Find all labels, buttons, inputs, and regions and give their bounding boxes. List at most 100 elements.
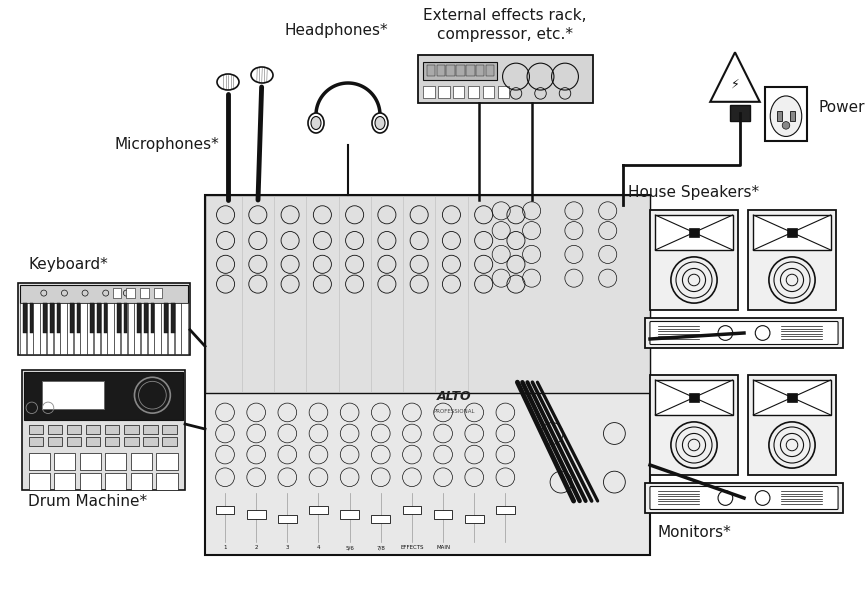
Ellipse shape bbox=[372, 113, 388, 133]
Bar bbox=[656, 380, 733, 415]
Bar bbox=[24, 372, 183, 420]
Bar bbox=[70, 303, 74, 334]
Text: Keyboard*: Keyboard* bbox=[28, 258, 107, 273]
Bar bbox=[50, 303, 54, 334]
Bar bbox=[126, 288, 135, 298]
Bar bbox=[162, 437, 177, 445]
Circle shape bbox=[782, 122, 790, 129]
Text: MAIN: MAIN bbox=[436, 545, 450, 550]
Bar bbox=[100, 303, 107, 354]
Bar bbox=[137, 303, 141, 334]
Bar bbox=[753, 380, 830, 415]
Bar bbox=[20, 285, 188, 303]
Ellipse shape bbox=[308, 113, 324, 133]
Polygon shape bbox=[710, 52, 759, 102]
Bar bbox=[765, 87, 807, 140]
Bar bbox=[90, 303, 94, 334]
Ellipse shape bbox=[770, 96, 802, 137]
Bar bbox=[456, 64, 465, 76]
Bar bbox=[141, 303, 147, 354]
Bar bbox=[114, 303, 120, 354]
Bar bbox=[205, 195, 650, 555]
Bar bbox=[134, 303, 140, 354]
Bar bbox=[54, 473, 75, 490]
Bar bbox=[143, 425, 158, 433]
Bar bbox=[175, 303, 181, 354]
Bar bbox=[468, 86, 479, 98]
Bar bbox=[486, 64, 494, 76]
Bar bbox=[105, 437, 120, 445]
Bar bbox=[748, 210, 836, 310]
Bar bbox=[438, 86, 449, 98]
Bar bbox=[475, 64, 484, 76]
Bar bbox=[97, 303, 100, 334]
Bar bbox=[18, 283, 190, 355]
Bar bbox=[157, 473, 178, 490]
Bar bbox=[278, 515, 297, 523]
Bar bbox=[650, 375, 738, 475]
Bar bbox=[466, 64, 475, 76]
Bar bbox=[43, 303, 47, 334]
Bar bbox=[650, 210, 738, 310]
Bar bbox=[161, 303, 167, 354]
Bar bbox=[40, 303, 47, 354]
Bar bbox=[154, 303, 160, 354]
Bar bbox=[87, 303, 94, 354]
Bar bbox=[645, 318, 843, 348]
Bar bbox=[205, 195, 650, 393]
Bar bbox=[113, 288, 121, 298]
Bar bbox=[29, 453, 49, 470]
Bar bbox=[48, 437, 62, 445]
Bar bbox=[81, 303, 87, 354]
Bar bbox=[403, 506, 421, 514]
Bar bbox=[154, 288, 163, 298]
Bar bbox=[67, 425, 81, 433]
Bar bbox=[498, 86, 509, 98]
FancyBboxPatch shape bbox=[650, 321, 838, 344]
Bar bbox=[131, 473, 152, 490]
Bar bbox=[106, 473, 126, 490]
Text: 4: 4 bbox=[317, 545, 320, 550]
Text: ALTO: ALTO bbox=[436, 389, 471, 403]
Bar bbox=[418, 55, 593, 103]
Bar bbox=[753, 215, 830, 250]
Ellipse shape bbox=[251, 67, 273, 83]
Bar bbox=[151, 303, 154, 334]
Bar bbox=[423, 62, 497, 81]
Bar bbox=[120, 303, 127, 354]
Text: EFFECTS: EFFECTS bbox=[400, 545, 423, 550]
Bar bbox=[171, 303, 175, 334]
Bar bbox=[23, 303, 27, 334]
Bar bbox=[453, 86, 464, 98]
Bar bbox=[730, 105, 750, 120]
Text: ⚡: ⚡ bbox=[731, 78, 740, 91]
Bar bbox=[436, 64, 445, 76]
Bar bbox=[688, 228, 700, 237]
Bar bbox=[47, 303, 53, 354]
Bar bbox=[124, 303, 127, 334]
Ellipse shape bbox=[375, 117, 385, 129]
Bar bbox=[106, 453, 126, 470]
Bar bbox=[29, 425, 43, 433]
Bar bbox=[165, 303, 168, 334]
Bar bbox=[124, 437, 139, 445]
Bar bbox=[77, 303, 81, 334]
Bar bbox=[105, 425, 120, 433]
Text: 2: 2 bbox=[255, 545, 258, 550]
Bar bbox=[20, 303, 26, 354]
Bar bbox=[446, 64, 455, 76]
Bar bbox=[29, 437, 43, 445]
Bar bbox=[74, 303, 80, 354]
Bar bbox=[22, 370, 185, 490]
Bar bbox=[148, 303, 154, 354]
Bar bbox=[127, 303, 133, 354]
Bar bbox=[67, 303, 74, 354]
Ellipse shape bbox=[217, 74, 239, 90]
Text: 5/6: 5/6 bbox=[346, 545, 354, 550]
FancyBboxPatch shape bbox=[650, 486, 838, 509]
Text: Drum Machine*: Drum Machine* bbox=[28, 494, 147, 509]
Bar bbox=[790, 111, 795, 120]
Bar bbox=[309, 506, 328, 514]
Bar bbox=[140, 288, 149, 298]
Bar bbox=[645, 483, 843, 513]
